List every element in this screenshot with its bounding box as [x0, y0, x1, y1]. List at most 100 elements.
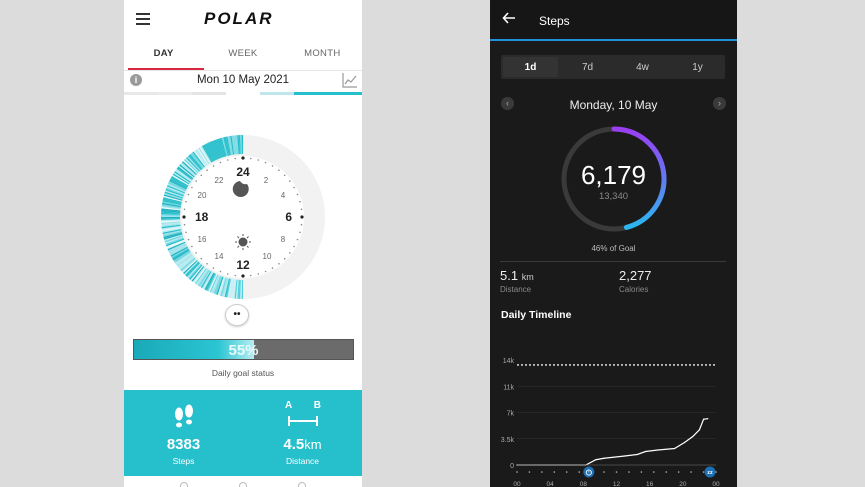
dial-activity-bar [198, 147, 210, 165]
dial-activity-bar [209, 141, 219, 160]
dial-activity-bar [168, 181, 187, 191]
steps-point [673, 447, 676, 450]
dial-activity-bar [189, 264, 203, 280]
dial-activity-bar [238, 135, 241, 155]
back-arrow-icon[interactable] [502, 11, 516, 25]
date-label: Mon 10 May 2021 [196, 74, 290, 86]
tab-day[interactable]: DAY [153, 48, 174, 59]
dial-tick [283, 257, 286, 260]
dial-activity-bar [167, 241, 186, 251]
dial-hour-16: 16 [198, 235, 207, 244]
x-minor-dot [628, 471, 630, 473]
dial-tick [219, 161, 222, 164]
dial-activity-bar [165, 187, 185, 196]
distance-stat[interactable]: A B 4.5km Distance [243, 390, 362, 476]
dial-activity-bar [162, 199, 182, 205]
dial-tick [300, 208, 303, 211]
distance-metric: 5.1 km Distance [500, 268, 534, 294]
chevron-left-icon[interactable]: ‹ [501, 97, 514, 110]
dial-activity-bar [187, 156, 201, 171]
dial-activity-bar [235, 135, 239, 155]
tab-1y[interactable]: 1y [692, 62, 703, 73]
dial-activity-bar [233, 279, 237, 299]
x-minor-dot [565, 471, 568, 473]
dial-hour-14: 14 [215, 252, 224, 261]
x-tick-label: 00 [712, 481, 720, 487]
dial-activity-bar [194, 149, 207, 167]
dial-activity-bar [173, 250, 191, 262]
dial-activity-bar [166, 186, 185, 195]
dial-activity-bar [161, 211, 181, 214]
dial-activity-bar [171, 176, 189, 187]
dial-tick [293, 186, 295, 189]
dial-tick [182, 215, 186, 219]
dial-activity-bar [228, 279, 234, 298]
dial-hour-4: 4 [281, 191, 286, 200]
dial-activity-bar [204, 143, 215, 162]
tab-4w[interactable]: 4w [636, 62, 649, 73]
dial-tick [299, 200, 301, 203]
activity-dial: 24 6 12 18 2 4 8 10 14 16 20 22 [158, 132, 328, 302]
dial-activity-bar [163, 197, 182, 203]
activity-dial-svg: 24 6 12 18 2 4 8 10 14 16 20 22 [161, 135, 325, 299]
nav-dot-icon[interactable] [180, 482, 188, 487]
tab-week[interactable]: WEEK [228, 48, 258, 59]
dial-activity-bar [170, 177, 188, 188]
sleep-zzz-icon[interactable]: zz [704, 466, 716, 478]
dial-activity-bar [207, 273, 217, 292]
dial-tick [278, 169, 280, 171]
dial-activity-bar [181, 258, 197, 272]
nav-dot-icon[interactable] [239, 482, 247, 487]
dial-activity-bar [171, 174, 189, 186]
svg-text:zz: zz [707, 470, 713, 476]
dial-tick [299, 231, 301, 234]
dial-hour-2: 2 [264, 176, 269, 185]
dial-activity-bar [238, 279, 241, 299]
tab-1d[interactable]: 1d [503, 57, 558, 77]
steps-goal: 13,340 [598, 191, 629, 202]
dial-activity-bar [188, 155, 202, 171]
dial-activity-bar [176, 167, 193, 180]
dial-activity-bar [163, 231, 182, 237]
dial-tick [226, 159, 229, 161]
dial-activity-bar [180, 163, 196, 177]
moon-icon [232, 181, 249, 197]
dial-activity-bar [203, 272, 214, 290]
dial-activity-bar [221, 277, 228, 297]
daily-goal-bar: 55% [133, 339, 354, 360]
two-dots-icon[interactable]: •• [225, 304, 249, 326]
dial-activity-bar [161, 223, 181, 227]
dial-tick [283, 174, 286, 177]
tab-divider [124, 70, 362, 71]
distance-label: Distance [500, 285, 532, 294]
x-minor-dot [653, 471, 655, 473]
dial-tick [257, 159, 260, 161]
trend-chart-icon[interactable] [342, 72, 358, 88]
steps-point [698, 429, 701, 431]
dial-tick [296, 238, 299, 241]
dial-tick [241, 156, 245, 160]
info-icon[interactable]: i [130, 74, 142, 86]
x-tick-label: 12 [613, 481, 621, 487]
hamburger-menu-icon[interactable] [136, 13, 150, 25]
dial-activity-bar [171, 248, 189, 260]
a-b-distance-icon: A B [285, 400, 321, 411]
dial-activity-bar [202, 271, 213, 289]
dial-activity-bar [193, 267, 206, 284]
steps-point [702, 418, 705, 420]
dial-activity-bar [162, 227, 182, 233]
dial-activity-bar [219, 277, 226, 296]
x-minor-dot [516, 471, 518, 473]
tab-month[interactable]: MONTH [304, 48, 341, 59]
steps-stat[interactable]: 8383 Steps [124, 390, 243, 476]
alarm-clock-icon[interactable] [583, 466, 595, 478]
dial-activity-bar [233, 135, 237, 155]
dial-activity-bar [162, 226, 181, 232]
chevron-right-icon[interactable]: › [713, 97, 726, 110]
nav-dot-icon[interactable] [298, 482, 306, 487]
tab-7d[interactable]: 7d [581, 62, 594, 73]
dial-activity-bar [175, 169, 192, 182]
dial-activity-bar [210, 274, 220, 294]
dial-activity-bar [177, 254, 194, 268]
